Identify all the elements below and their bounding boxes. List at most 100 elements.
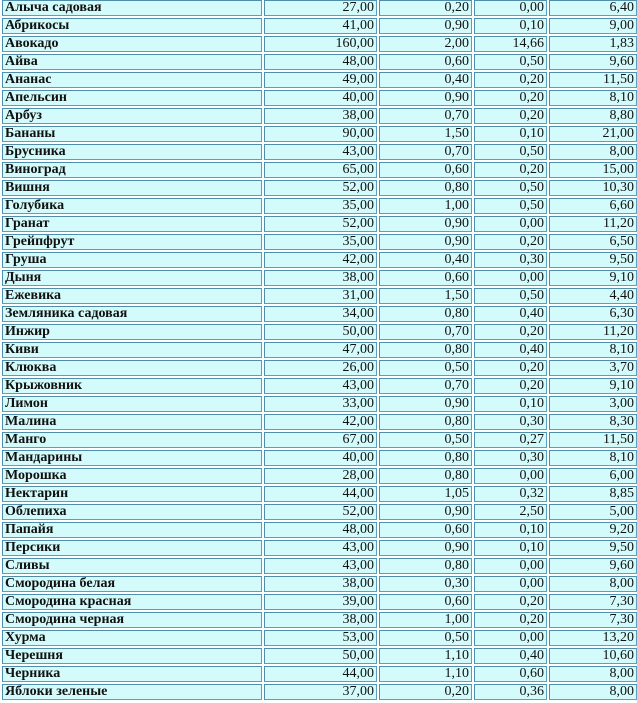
calories-cell: 39,00 [264, 594, 377, 610]
table-row: Апельсин 40,00 0,90 0,20 8,10 [2, 90, 637, 106]
calories-cell: 35,00 [264, 198, 377, 214]
carbs-cell: 8,00 [549, 684, 637, 700]
calories-cell: 50,00 [264, 648, 377, 664]
fruit-name-cell: Яблоки зеленые [2, 684, 262, 700]
fat-cell: 0,20 [474, 360, 547, 376]
table-row: Нектарин 44,00 1,05 0,32 8,85 [2, 486, 637, 502]
carbs-cell: 5,00 [549, 504, 637, 520]
fruit-name-cell: Авокадо [2, 36, 262, 52]
fat-cell: 0,50 [474, 180, 547, 196]
carbs-cell: 7,30 [549, 594, 637, 610]
fat-cell: 0,20 [474, 72, 547, 88]
calories-cell: 33,00 [264, 396, 377, 412]
protein-cell: 1,50 [379, 126, 472, 142]
protein-cell: 0,90 [379, 216, 472, 232]
fat-cell: 0,00 [474, 630, 547, 646]
carbs-cell: 8,10 [549, 342, 637, 358]
fruit-name-cell: Арбуз [2, 108, 262, 124]
table-row: Абрикосы 41,00 0,90 0,10 9,00 [2, 18, 637, 34]
calories-cell: 52,00 [264, 504, 377, 520]
protein-cell: 1,05 [379, 486, 472, 502]
fat-cell: 0,32 [474, 486, 547, 502]
fat-cell: 0,50 [474, 54, 547, 70]
calories-cell: 90,00 [264, 126, 377, 142]
table-row: Мандарины 40,00 0,80 0,30 8,10 [2, 450, 637, 466]
fat-cell: 0,40 [474, 342, 547, 358]
fruit-name-cell: Папайя [2, 522, 262, 538]
calories-cell: 28,00 [264, 468, 377, 484]
carbs-cell: 9,00 [549, 18, 637, 34]
fruit-name-cell: Персики [2, 540, 262, 556]
carbs-cell: 8,10 [549, 450, 637, 466]
calories-cell: 44,00 [264, 666, 377, 682]
carbs-cell: 9,50 [549, 540, 637, 556]
fruit-name-cell: Черешня [2, 648, 262, 664]
fat-cell: 2,50 [474, 504, 547, 520]
carbs-cell: 9,50 [549, 252, 637, 268]
calories-cell: 40,00 [264, 450, 377, 466]
calories-cell: 38,00 [264, 612, 377, 628]
calories-cell: 52,00 [264, 180, 377, 196]
table-row: Инжир 50,00 0,70 0,20 11,20 [2, 324, 637, 340]
calories-cell: 31,00 [264, 288, 377, 304]
calories-cell: 49,00 [264, 72, 377, 88]
table-row: Манго 67,00 0,50 0,27 11,50 [2, 432, 637, 448]
table-row: Груша 42,00 0,40 0,30 9,50 [2, 252, 637, 268]
fruit-name-cell: Груша [2, 252, 262, 268]
calories-cell: 42,00 [264, 414, 377, 430]
protein-cell: 0,90 [379, 234, 472, 250]
table-row: Брусника 43,00 0,70 0,50 8,00 [2, 144, 637, 160]
table-row: Бананы 90,00 1,50 0,10 21,00 [2, 126, 637, 142]
table-row: Виноград 65,00 0,60 0,20 15,00 [2, 162, 637, 178]
fruit-name-cell: Киви [2, 342, 262, 358]
carbs-cell: 9,20 [549, 522, 637, 538]
protein-cell: 0,90 [379, 90, 472, 106]
fruit-name-cell: Сливы [2, 558, 262, 574]
protein-cell: 0,80 [379, 342, 472, 358]
protein-cell: 0,80 [379, 558, 472, 574]
protein-cell: 0,90 [379, 504, 472, 520]
carbs-cell: 9,60 [549, 54, 637, 70]
protein-cell: 0,90 [379, 18, 472, 34]
table-row: Грейпфрут 35,00 0,90 0,20 6,50 [2, 234, 637, 250]
calories-cell: 67,00 [264, 432, 377, 448]
protein-cell: 0,60 [379, 162, 472, 178]
table-row: Алыча садовая 27,00 0,20 0,00 6,40 [2, 0, 637, 16]
fruit-name-cell: Вишня [2, 180, 262, 196]
fat-cell: 0,00 [474, 468, 547, 484]
table-row: Арбуз 38,00 0,70 0,20 8,80 [2, 108, 637, 124]
fruit-name-cell: Черника [2, 666, 262, 682]
table-row: Ананас 49,00 0,40 0,20 11,50 [2, 72, 637, 88]
fat-cell: 0,20 [474, 594, 547, 610]
fruit-name-cell: Смородина белая [2, 576, 262, 592]
fruit-name-cell: Земляника садовая [2, 306, 262, 322]
carbs-cell: 6,00 [549, 468, 637, 484]
fruit-name-cell: Гранат [2, 216, 262, 232]
fruit-name-cell: Морошка [2, 468, 262, 484]
table-row: Папайя 48,00 0,60 0,10 9,20 [2, 522, 637, 538]
fat-cell: 0,30 [474, 252, 547, 268]
fat-cell: 0,27 [474, 432, 547, 448]
fruit-name-cell: Облепиха [2, 504, 262, 520]
fat-cell: 0,10 [474, 126, 547, 142]
table-row: Черешня 50,00 1,10 0,40 10,60 [2, 648, 637, 664]
fruit-name-cell: Клюква [2, 360, 262, 376]
table-row: Вишня 52,00 0,80 0,50 10,30 [2, 180, 637, 196]
calories-cell: 41,00 [264, 18, 377, 34]
table-row: Крыжовник 43,00 0,70 0,20 9,10 [2, 378, 637, 394]
protein-cell: 0,60 [379, 54, 472, 70]
protein-cell: 0,70 [379, 108, 472, 124]
protein-cell: 0,80 [379, 180, 472, 196]
protein-cell: 0,30 [379, 576, 472, 592]
carbs-cell: 6,30 [549, 306, 637, 322]
fruit-name-cell: Брусника [2, 144, 262, 160]
fat-cell: 0,36 [474, 684, 547, 700]
table-row: Яблоки зеленые 37,00 0,20 0,36 8,00 [2, 684, 637, 700]
protein-cell: 0,90 [379, 396, 472, 412]
fat-cell: 0,10 [474, 522, 547, 538]
fat-cell: 0,20 [474, 612, 547, 628]
fruit-name-cell: Апельсин [2, 90, 262, 106]
calories-cell: 65,00 [264, 162, 377, 178]
carbs-cell: 11,20 [549, 216, 637, 232]
